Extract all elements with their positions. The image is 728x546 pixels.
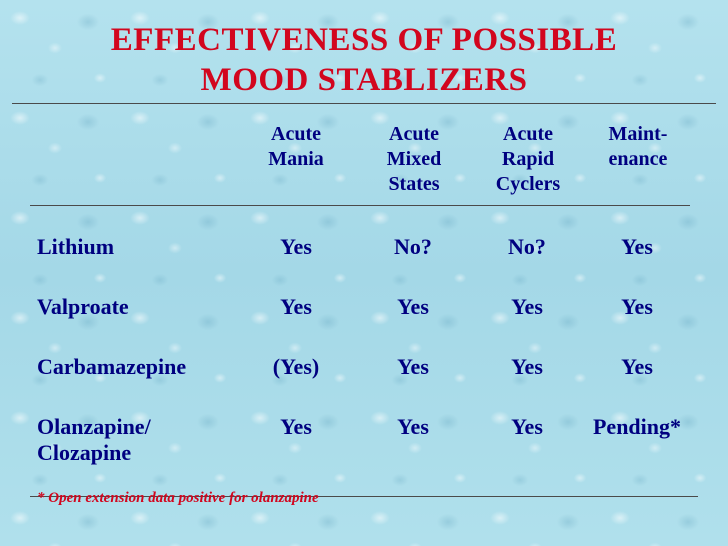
drug-name-valproate: Valproate <box>37 294 129 320</box>
table-cell: Yes <box>280 414 312 439</box>
table-cell: Yes <box>280 294 312 319</box>
slide-title-line-2: MOOD STABLIZERS <box>200 62 528 98</box>
column-header-line: Rapid <box>501 148 555 170</box>
drug-name-line: Carbamazepine <box>37 354 187 379</box>
column-header-line: Acute <box>503 123 553 145</box>
column-header-line: Mixed <box>386 148 442 170</box>
drug-name-olanzapine-clozapine: Olanzapine/ Clozapine <box>37 414 151 466</box>
column-header-line: enance <box>608 148 668 170</box>
drug-name-line: Clozapine <box>37 440 132 465</box>
drug-name-carbamazepine: Carbamazepine <box>37 354 186 380</box>
table-cell: Yes <box>621 294 653 319</box>
column-header-maintenance: Maint- enance <box>588 122 688 172</box>
column-header-line: Mania <box>268 148 324 170</box>
column-header-acute-mania: Acute Mania <box>246 122 346 172</box>
column-header-line: Cyclers <box>495 173 561 195</box>
table-cell: Yes <box>280 234 312 259</box>
table-cell: Yes <box>621 234 653 259</box>
column-header-line: Acute <box>271 123 321 145</box>
header-divider <box>30 205 690 206</box>
column-header-line: States <box>388 173 440 195</box>
column-header-line: Maint- <box>608 123 668 145</box>
drug-name-lithium: Lithium <box>37 234 114 260</box>
table-cell: No? <box>394 234 432 259</box>
table-cell: Yes <box>621 354 653 379</box>
footnote: * Open extension data positive for olanz… <box>37 490 319 506</box>
slide-title-line-1: EFFECTIVENESS OF POSSIBLE <box>110 22 618 58</box>
table-cell: Pending* <box>592 414 682 439</box>
title-divider <box>12 103 716 104</box>
table-cell: Yes <box>397 294 429 319</box>
table-cell: Yes <box>397 414 429 439</box>
column-header-line: Acute <box>389 123 439 145</box>
table-cell: Yes <box>511 354 543 379</box>
slide-title: EFFECTIVENESS OF POSSIBLE MOOD STABLIZER… <box>0 20 728 100</box>
table-cell: Yes <box>511 294 543 319</box>
table-cell: (Yes) <box>272 354 320 379</box>
drug-name-line: Olanzapine/ <box>37 414 151 439</box>
table-cell: No? <box>508 234 546 259</box>
column-header-acute-rapid-cyclers: Acute Rapid Cyclers <box>478 122 578 197</box>
table-cell: Yes <box>511 414 543 439</box>
footnote-divider <box>30 496 698 497</box>
drug-name-line: Valproate <box>37 294 129 319</box>
column-header-acute-mixed-states: Acute Mixed States <box>364 122 464 197</box>
table-cell: Yes <box>397 354 429 379</box>
drug-name-line: Lithium <box>37 234 115 259</box>
